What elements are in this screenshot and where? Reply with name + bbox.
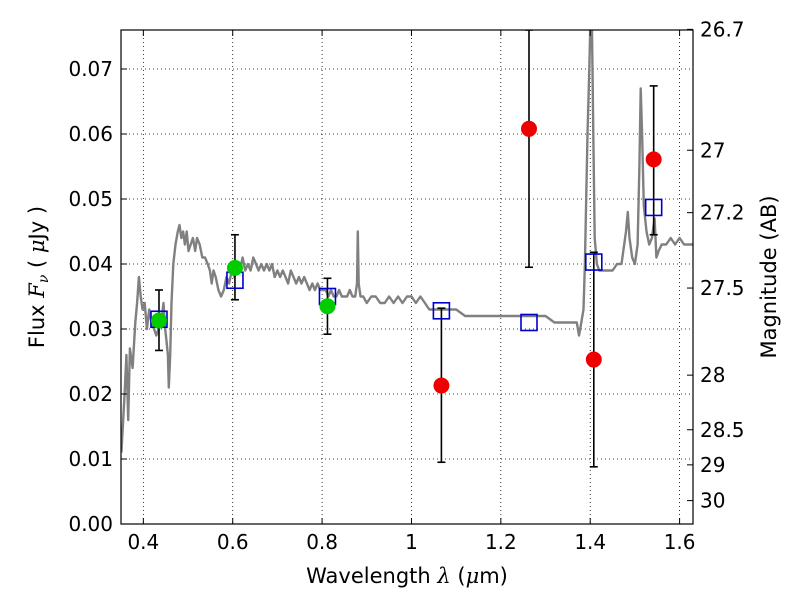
y2-tick-label: 30 (700, 489, 725, 513)
y2-tick-label: 27.5 (700, 276, 745, 300)
detection-point (150, 312, 167, 329)
model-spectrum-line (121, 30, 693, 453)
x-tick-label: 1.2 (485, 530, 517, 554)
y-axis-title: Flux Fν ( μJy ) (25, 206, 52, 348)
model-photometry-square (584, 253, 603, 271)
y-tick-label: 0.02 (68, 382, 113, 406)
model-photometry-square (520, 313, 538, 332)
y-tick-label: 0.06 (68, 122, 113, 146)
low-significance-point (585, 351, 602, 368)
low-significance-point (433, 377, 450, 394)
y2-tick-label: 27 (700, 138, 725, 162)
detection-point (226, 259, 243, 276)
x-tick-label: 0.4 (127, 530, 159, 554)
y-tick-label: 0.00 (68, 512, 113, 536)
y2-tick-label: 28.5 (700, 418, 745, 442)
x-tick-label: 1.4 (574, 530, 606, 554)
y-tick-label: 0.05 (68, 187, 113, 211)
model-photometry-square (644, 198, 663, 217)
y2-tick-label: 26.7 (700, 17, 745, 41)
x-tick-label: 1 (405, 530, 418, 554)
y2-tick-label: 29 (700, 453, 725, 477)
y-tick-label: 0.04 (68, 252, 113, 276)
y-tick-label: 0.07 (68, 57, 113, 81)
y-tick-label: 0.03 (68, 317, 113, 341)
axis-ticks: 0.4 0.6 0.8 1 1.2 1.4 1.6 0.00 0.01 0.02 0.03 0.04 0… (68, 17, 744, 554)
y2-axis-title: Magnitude (AB) (757, 195, 781, 358)
observed-photometry-points (150, 120, 662, 394)
detection-point (319, 298, 336, 315)
x-tick-label: 0.8 (306, 530, 338, 554)
y-tick-label: 0.01 (68, 447, 113, 471)
x-tick-label: 0.6 (217, 530, 249, 554)
y2-tick-label: 28 (700, 363, 725, 387)
low-significance-point (520, 120, 537, 137)
model-spectrum (121, 30, 693, 453)
x-tick-label: 1.6 (664, 530, 696, 554)
plot-frame (120, 29, 694, 525)
low-significance-point (645, 151, 662, 168)
x-axis-title: Wavelength λ (μm) (306, 564, 508, 588)
model-photometry-square (432, 301, 451, 320)
y2-tick-label: 27.2 (700, 201, 745, 225)
